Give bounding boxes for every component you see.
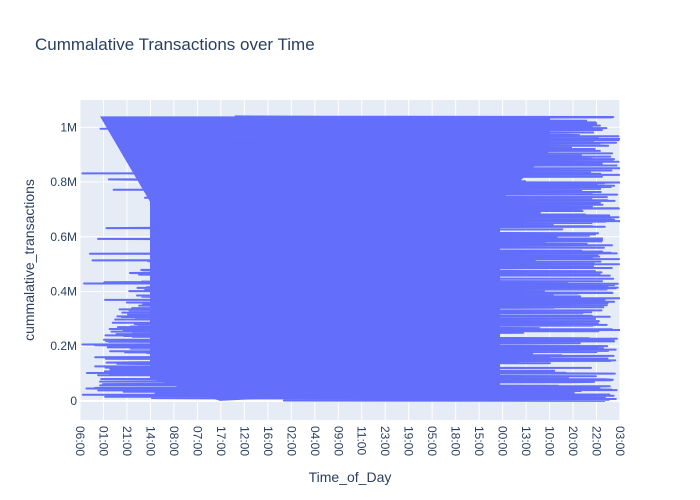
x-tick-label: 02:00 — [284, 426, 298, 456]
x-tick-label: 21:00 — [120, 426, 134, 456]
x-tick-label: 09:00 — [331, 426, 345, 456]
chart-title: Cummalative Transactions over Time — [35, 35, 315, 54]
x-tick-label: 04:00 — [308, 426, 322, 456]
x-tick-label: 10:00 — [543, 426, 557, 456]
x-tick-label: 23:00 — [378, 426, 392, 456]
x-tick-label: 19:00 — [402, 426, 416, 456]
x-tick-label: 18:00 — [449, 426, 463, 456]
x-tick-label: 15:00 — [472, 426, 486, 456]
x-tick-label: 16:00 — [261, 426, 275, 456]
x-tick-label: 00:00 — [496, 426, 510, 456]
y-tick-label: 0.2M — [50, 339, 77, 353]
y-tick-label: 0.8M — [50, 175, 77, 189]
y-tick-label: 0.4M — [50, 284, 77, 298]
x-tick-label: 06:00 — [73, 426, 87, 456]
x-tick-label: 17:00 — [214, 426, 228, 456]
y-tick-label: 1M — [60, 120, 77, 134]
x-tick-label: 03:00 — [613, 426, 627, 456]
x-tick-label: 01:00 — [96, 426, 110, 456]
x-tick-label: 20:00 — [566, 426, 580, 456]
x-tick-label: 05:00 — [425, 426, 439, 456]
x-axis-title: Time_of_Day — [309, 469, 392, 485]
x-tick-label: 08:00 — [167, 426, 181, 456]
x-tick-label: 22:00 — [590, 426, 604, 456]
y-tick-label: 0 — [70, 394, 77, 408]
y-axis-ticks: 0 0.2M 0.4M 0.6M 0.8M 1M — [50, 120, 77, 408]
x-tick-label: 07:00 — [190, 426, 204, 456]
x-tick-label: 14:00 — [143, 426, 157, 456]
x-tick-label: 12:00 — [237, 426, 251, 456]
x-axis-ticks: 06:00 01:00 21:00 14:00 08:00 07:00 17:00 12:00… — [73, 426, 627, 456]
x-tick-label: 11:00 — [355, 426, 369, 455]
y-tick-label: 0.6M — [50, 230, 77, 244]
data-series — [80, 115, 620, 402]
x-tick-label: 13:00 — [519, 426, 533, 456]
series-trace — [81, 115, 620, 402]
y-axis-title: cummalative_transactions — [21, 179, 37, 341]
